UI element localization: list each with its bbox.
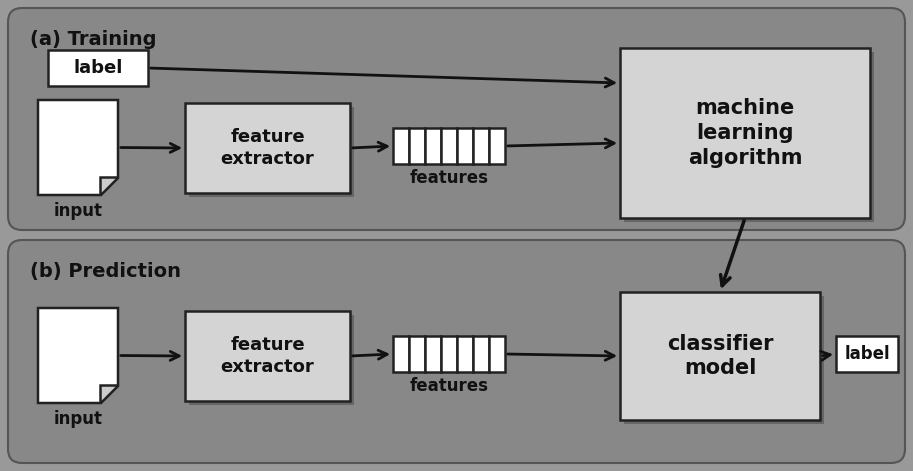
Text: input: input <box>54 410 102 428</box>
Text: label: label <box>73 59 122 77</box>
FancyBboxPatch shape <box>8 240 905 463</box>
Bar <box>185 311 350 401</box>
Text: feature
extractor: feature extractor <box>221 336 314 376</box>
Bar <box>489 336 505 372</box>
Polygon shape <box>100 178 118 195</box>
Bar <box>441 128 457 164</box>
Bar <box>473 128 489 164</box>
Bar <box>620 48 870 218</box>
Bar <box>185 103 350 193</box>
Bar <box>189 107 354 197</box>
Bar <box>624 296 824 424</box>
Bar <box>836 336 898 372</box>
Bar <box>189 315 354 405</box>
Text: (a) Training: (a) Training <box>30 30 156 49</box>
Bar <box>409 128 425 164</box>
Bar <box>620 292 820 420</box>
Text: feature
extractor: feature extractor <box>221 128 314 168</box>
Bar <box>425 336 441 372</box>
FancyBboxPatch shape <box>8 8 905 230</box>
Text: label: label <box>845 345 890 363</box>
Text: input: input <box>54 202 102 220</box>
Bar <box>441 336 457 372</box>
Bar <box>457 128 473 164</box>
Bar <box>473 336 489 372</box>
Bar <box>393 128 409 164</box>
Bar <box>624 52 874 222</box>
Text: features: features <box>410 377 488 395</box>
Text: machine
learning
algorithm: machine learning algorithm <box>687 98 803 168</box>
Bar <box>425 128 441 164</box>
Bar <box>393 336 409 372</box>
Text: classifier
model: classifier model <box>666 333 773 378</box>
Polygon shape <box>38 308 118 403</box>
Polygon shape <box>38 100 118 195</box>
Polygon shape <box>100 385 118 403</box>
Text: features: features <box>410 169 488 187</box>
Bar <box>489 128 505 164</box>
Bar <box>457 336 473 372</box>
Text: (b) Prediction: (b) Prediction <box>30 262 181 281</box>
Bar <box>48 50 148 86</box>
Bar <box>409 336 425 372</box>
